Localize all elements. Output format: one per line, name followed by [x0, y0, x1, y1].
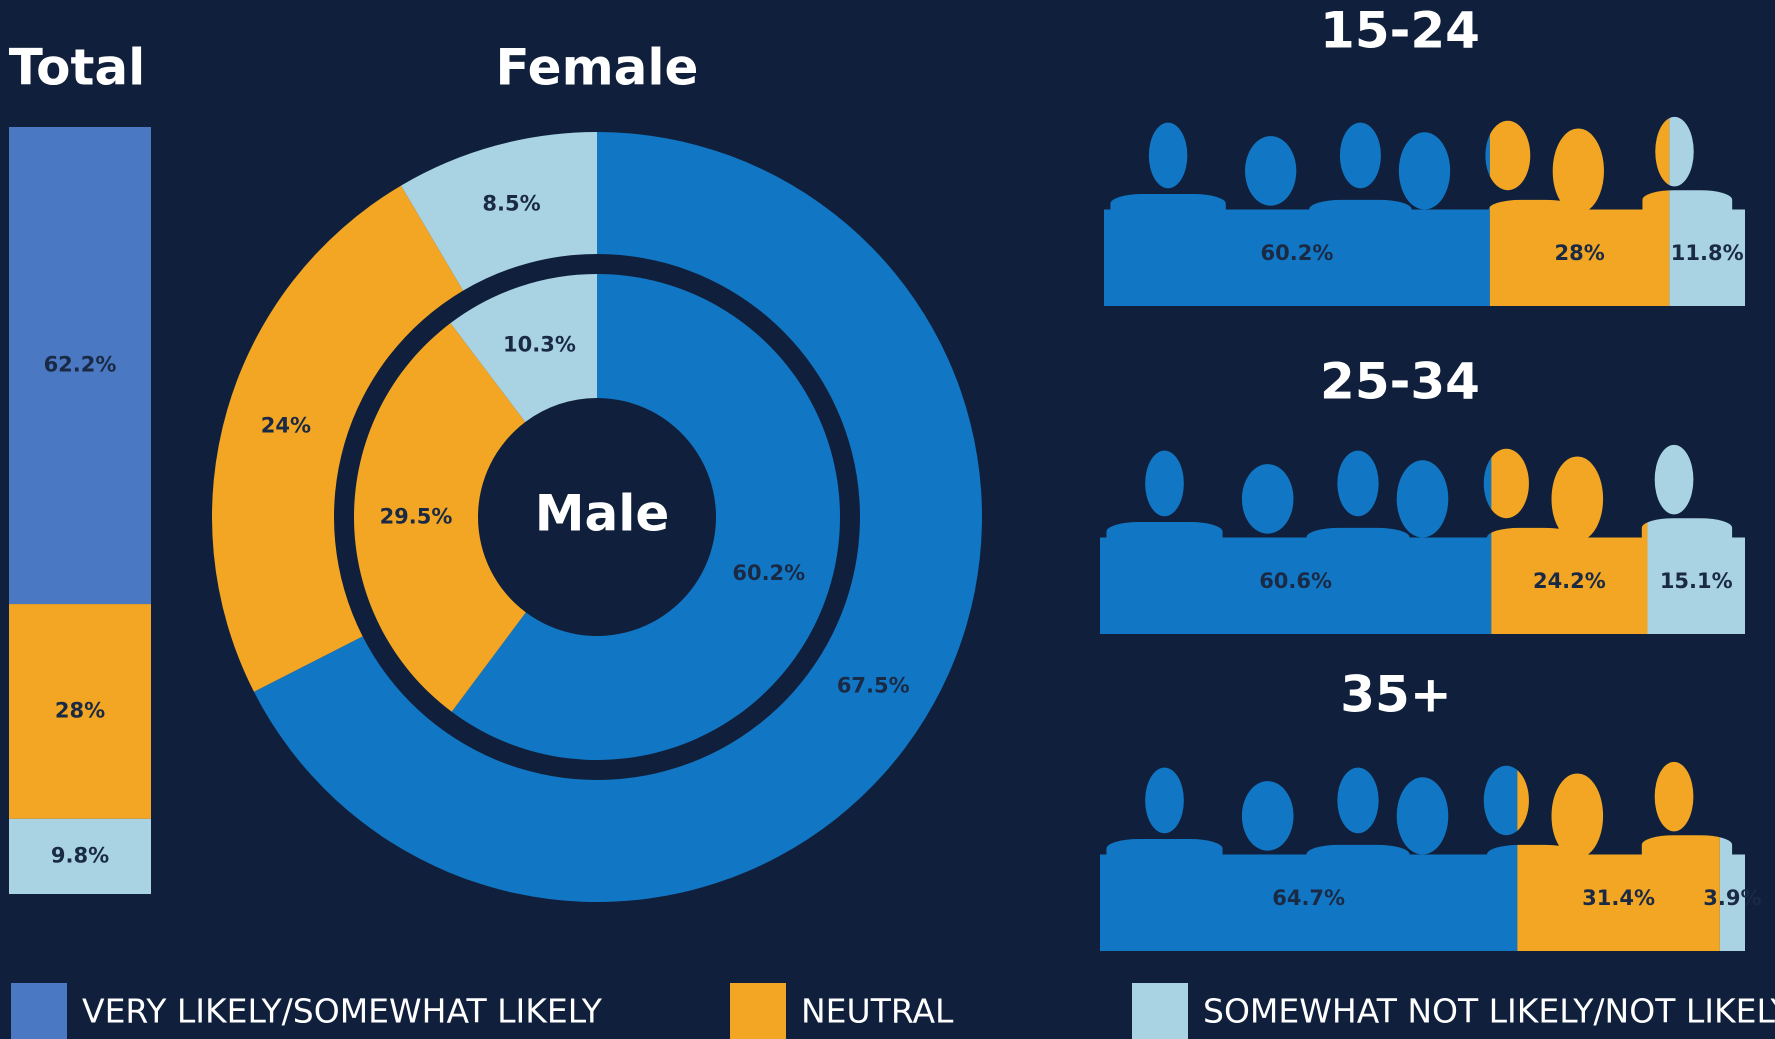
value-label: 3.9%: [1703, 886, 1761, 910]
bar-segment: [1490, 113, 1669, 306]
chart-title: 35+: [1340, 666, 1451, 724]
value-label: 29.5%: [380, 505, 453, 529]
value-label: 24%: [261, 414, 311, 438]
legend: VERY LIKELY/SOMEWHAT LIKELY NEUTRAL SOMEWH…: [11, 983, 1775, 1039]
legend-swatch: [1132, 983, 1188, 1039]
value-label: 10.3%: [503, 332, 576, 356]
value-label: 67.5%: [837, 673, 910, 697]
value-label: 31.4%: [1582, 886, 1655, 910]
bar-segment: [1100, 758, 1517, 951]
chart-title: Total: [9, 39, 146, 97]
bar-segment: [1100, 441, 1491, 634]
value-label: 62.2%: [44, 353, 117, 377]
bar-segment: [1491, 441, 1647, 634]
value-label: 60.2%: [1261, 241, 1334, 265]
infographic: Total 62.2% 28% 9.8% Female 67.5% 24% 8.5% 60.2%…: [0, 0, 1775, 1039]
legend-swatch: [11, 983, 67, 1039]
legend-label: NEUTRAL: [801, 992, 954, 1031]
chart-title: 25-34: [1320, 353, 1480, 411]
center-label: Male: [535, 485, 670, 543]
value-label: 8.5%: [482, 191, 540, 215]
value-label: 15.1%: [1660, 569, 1733, 593]
value-label: 60.2%: [732, 561, 805, 585]
silhouette-bar: [1104, 113, 1745, 306]
value-label: 64.7%: [1272, 886, 1345, 910]
value-label: 60.6%: [1259, 569, 1332, 593]
value-label: 11.8%: [1671, 241, 1744, 265]
silhouette-bar: [1100, 758, 1745, 951]
value-label: 24.2%: [1533, 569, 1606, 593]
value-label: 28%: [55, 698, 105, 722]
silhouette-bar: [1100, 441, 1745, 634]
value-label: 9.8%: [51, 843, 109, 867]
charts: Total 62.2% 28% 9.8% Female 67.5% 24% 8.5% 60.2%…: [9, 2, 1762, 952]
chart-title: Female: [496, 39, 699, 97]
value-label: 28%: [1554, 241, 1604, 265]
bar-segment: [1648, 441, 1745, 634]
bar-segment: [1669, 113, 1745, 306]
bar-segment: [1720, 758, 1745, 951]
legend-label: SOMEWHAT NOT LIKELY/NOT LIKELY: [1203, 992, 1775, 1031]
bar-segment: [1104, 113, 1490, 306]
legend-label: VERY LIKELY/SOMEWHAT LIKELY: [82, 992, 603, 1031]
chart-title: 15-24: [1320, 2, 1480, 60]
legend-swatch: [730, 983, 786, 1039]
bar-segment: [1517, 758, 1720, 951]
